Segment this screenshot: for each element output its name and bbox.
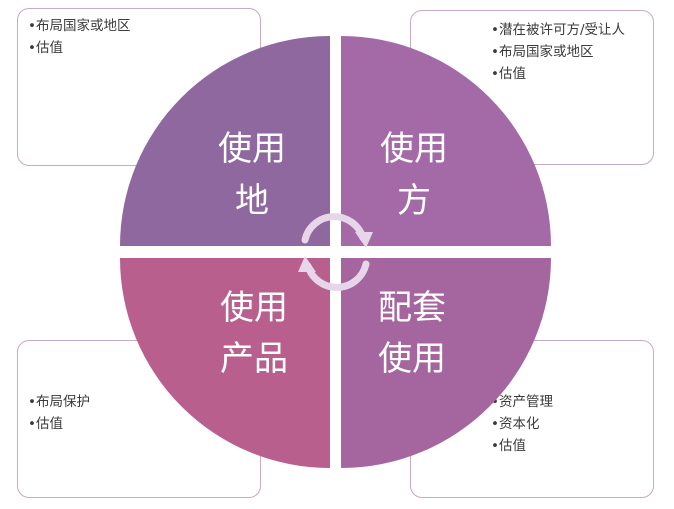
quadrant-top-left-shape xyxy=(120,36,330,246)
quadrant-bottom-right-line2: 使用 xyxy=(378,339,446,379)
cycle-arrow-upper xyxy=(301,213,367,244)
note-item: 估值 xyxy=(28,413,90,435)
quadrant-top-right-shape xyxy=(341,36,551,246)
quadrant-top-right-line2: 方 xyxy=(397,181,431,221)
note-item: 资产管理 xyxy=(491,391,553,413)
note-item: 布局国家或地区 xyxy=(28,15,131,37)
note-item: 估值 xyxy=(491,63,641,85)
quadrant-top-left-line1: 使用 xyxy=(218,129,286,169)
note-item: 资本化 xyxy=(491,413,553,435)
quadrant-bottom-left-line1: 使用 xyxy=(220,288,288,328)
quadrant-bottom-right: 配套 使用 xyxy=(341,258,551,468)
quadrant-bottom-left-shape xyxy=(120,258,330,468)
note-item: 布局国家或地区 xyxy=(491,41,641,63)
quadrant-bottom-right-shape xyxy=(341,258,551,468)
quadrant-bottom-right-line1: 配套 xyxy=(378,288,446,328)
quadrant-top-right-line1: 使用 xyxy=(380,129,448,169)
quadrant-top-left: 使用 地 xyxy=(120,36,330,246)
bottom-left-note-list: 布局保护 估值 xyxy=(28,391,90,435)
cycle-arrowhead-lower xyxy=(298,256,316,272)
bottom-right-note-list: 资产管理 资本化 估值 xyxy=(491,391,553,457)
cycle-arrow-lower xyxy=(304,260,370,291)
note-item: 估值 xyxy=(491,435,553,457)
note-item: 布局保护 xyxy=(28,391,90,413)
note-item: 估值 xyxy=(28,37,131,59)
quadrant-top-right: 使用 方 xyxy=(341,36,551,246)
note-item: 潜在被许可方/受让人 xyxy=(491,19,641,41)
quadrant-bottom-left: 使用 产品 xyxy=(120,258,330,468)
quadrant-bottom-left-line2: 产品 xyxy=(220,339,288,379)
cycle-arrowhead-upper xyxy=(355,232,373,248)
top-left-note-list: 布局国家或地区 估值 xyxy=(28,15,131,59)
cycle-arrows-icon xyxy=(298,213,373,291)
quadrant-top-left-line2: 地 xyxy=(235,181,269,221)
top-right-note-list: 潜在被许可方/受让人 布局国家或地区 估值 xyxy=(491,19,641,85)
